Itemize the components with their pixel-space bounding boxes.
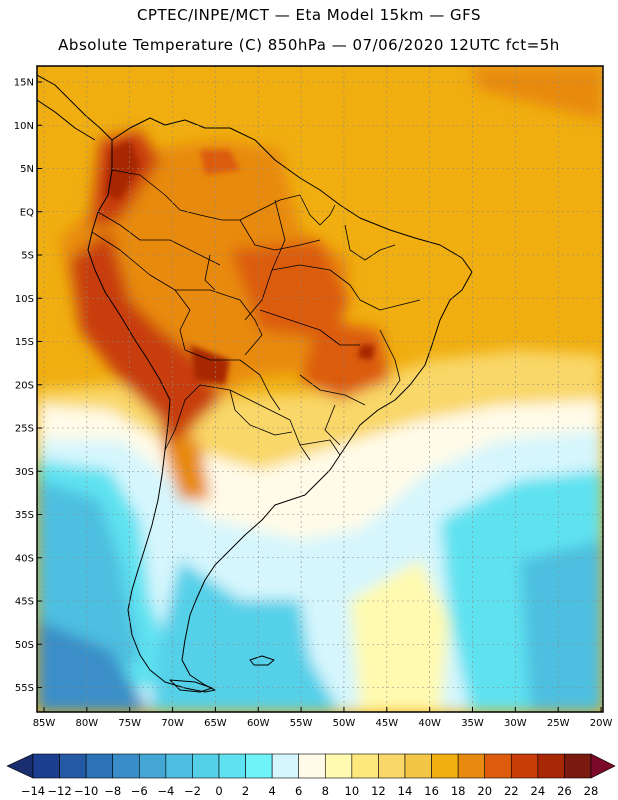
chart-title-line2: Absolute Temperature (C) 850hPa — 07/06/… xyxy=(58,36,560,54)
latitude-labels: 15N 10N 5N EQ 5S 10S 15S 20S 25S 30S 35S 40S 45S 50S 5… xyxy=(14,78,34,695)
axis-ticks xyxy=(37,81,602,712)
lon-label: 35W xyxy=(461,718,484,729)
lat-label: 30S xyxy=(15,467,34,478)
longitude-labels: 85W 80W 75W 70W 65W 60W 55W 50W 45W 40W 35W 30W 25W 2… xyxy=(33,718,613,729)
lat-label: 40S xyxy=(15,553,34,564)
lat-label: 50S xyxy=(15,640,34,651)
lat-label: 55S xyxy=(15,683,34,694)
lon-label: 70W xyxy=(161,718,184,729)
lat-label: 15S xyxy=(15,337,34,348)
lon-label: 60W xyxy=(247,718,270,729)
colorbar-swatch xyxy=(271,753,300,779)
national-borders xyxy=(91,169,421,461)
colorbar-label: 18 xyxy=(451,784,466,798)
lon-label: 20W xyxy=(590,718,613,729)
colorbar-label: 20 xyxy=(477,784,492,798)
lon-label: 85W xyxy=(33,718,56,729)
lat-label: 35S xyxy=(15,510,34,521)
colorbar-swatch xyxy=(298,753,326,779)
colorbar-swatch xyxy=(218,753,246,779)
falklands-outline xyxy=(249,655,275,666)
colorbar-swatch xyxy=(404,753,432,779)
colorbar-label: 14 xyxy=(398,784,413,798)
colorbar-label: 8 xyxy=(322,784,329,798)
colorbar-label: 2 xyxy=(242,784,249,798)
colorbar-swatch xyxy=(324,753,353,779)
lat-label: EQ xyxy=(20,207,34,218)
colorbar-high-cap xyxy=(590,753,616,779)
lat-label: 5S xyxy=(21,251,34,262)
colorbar-swatch xyxy=(59,753,87,779)
lat-label: 45S xyxy=(15,597,34,608)
colorbar-low-cap xyxy=(6,753,34,779)
graticule xyxy=(37,66,603,712)
lon-label: 55W xyxy=(290,718,313,729)
colorbar-swatch xyxy=(245,753,273,779)
lon-label: 50W xyxy=(333,718,356,729)
colorbar-label: 26 xyxy=(557,784,572,798)
lat-label: 15N xyxy=(14,78,34,89)
colorbar-label: −10 xyxy=(74,784,98,798)
colorbar-swatch xyxy=(165,753,193,779)
colorbar-labels: −14 −12 −10 −8 −6 −4 −2 0 2 4 6 8 10 12 14 16 18 20 22 24 26… xyxy=(21,784,598,798)
colorbar-swatch xyxy=(192,753,220,779)
colorbar-label: 10 xyxy=(345,784,360,798)
lon-label: 75W xyxy=(118,718,141,729)
colorbar-label: −14 xyxy=(21,784,45,798)
lat-label: 10S xyxy=(15,294,34,305)
colorbar-label: 28 xyxy=(584,784,599,798)
colorbar-label: −8 xyxy=(104,784,121,798)
colorbar-label: 12 xyxy=(371,784,386,798)
colorbar-swatch xyxy=(378,753,406,779)
colorbar-swatch xyxy=(351,753,379,779)
colorbar-swatch xyxy=(457,753,486,779)
colorbar-swatch xyxy=(112,753,140,779)
lon-label: 45W xyxy=(375,718,398,729)
colorbar-label: 4 xyxy=(268,784,275,798)
lon-label: 80W xyxy=(76,718,99,729)
colorbar-label: 6 xyxy=(295,784,302,798)
colorbar xyxy=(6,753,616,779)
colorbar-swatch xyxy=(484,753,512,779)
colorbar-label: −12 xyxy=(47,784,71,798)
colorbar-swatch xyxy=(510,753,539,779)
colorbar-swatch xyxy=(431,753,459,779)
colorbar-swatch xyxy=(564,753,592,779)
central-america-coastline xyxy=(37,74,113,141)
colorbar-label: 16 xyxy=(424,784,439,798)
temperature-field xyxy=(37,66,603,712)
lat-label: 25S xyxy=(15,424,34,435)
lat-label: 20S xyxy=(15,380,34,391)
coastline-outline xyxy=(37,74,473,693)
colorbar-swatch xyxy=(85,753,114,779)
lon-label: 65W xyxy=(204,718,227,729)
lon-label: 30W xyxy=(504,718,527,729)
tierra-del-fuego-outline xyxy=(169,679,213,693)
lon-label: 40W xyxy=(418,718,441,729)
chart-title-line1: CPTEC/INPE/MCT — Eta Model 15km — GFS xyxy=(136,6,482,24)
colorbar-label: 0 xyxy=(215,784,222,798)
colorbar-label: 24 xyxy=(531,784,546,798)
lat-label: 5N xyxy=(20,164,34,175)
colorbar-swatch xyxy=(32,753,60,779)
lat-label: 10N xyxy=(14,121,34,132)
colorbar-label: −4 xyxy=(157,784,174,798)
colorbar-swatch xyxy=(537,753,565,779)
plot-frame xyxy=(36,65,604,713)
colorbar-label: −6 xyxy=(131,784,148,798)
colorbar-swatch xyxy=(138,753,167,779)
lon-label: 25W xyxy=(547,718,570,729)
colorbar-label: 22 xyxy=(504,784,519,798)
colorbar-label: −2 xyxy=(184,784,201,798)
